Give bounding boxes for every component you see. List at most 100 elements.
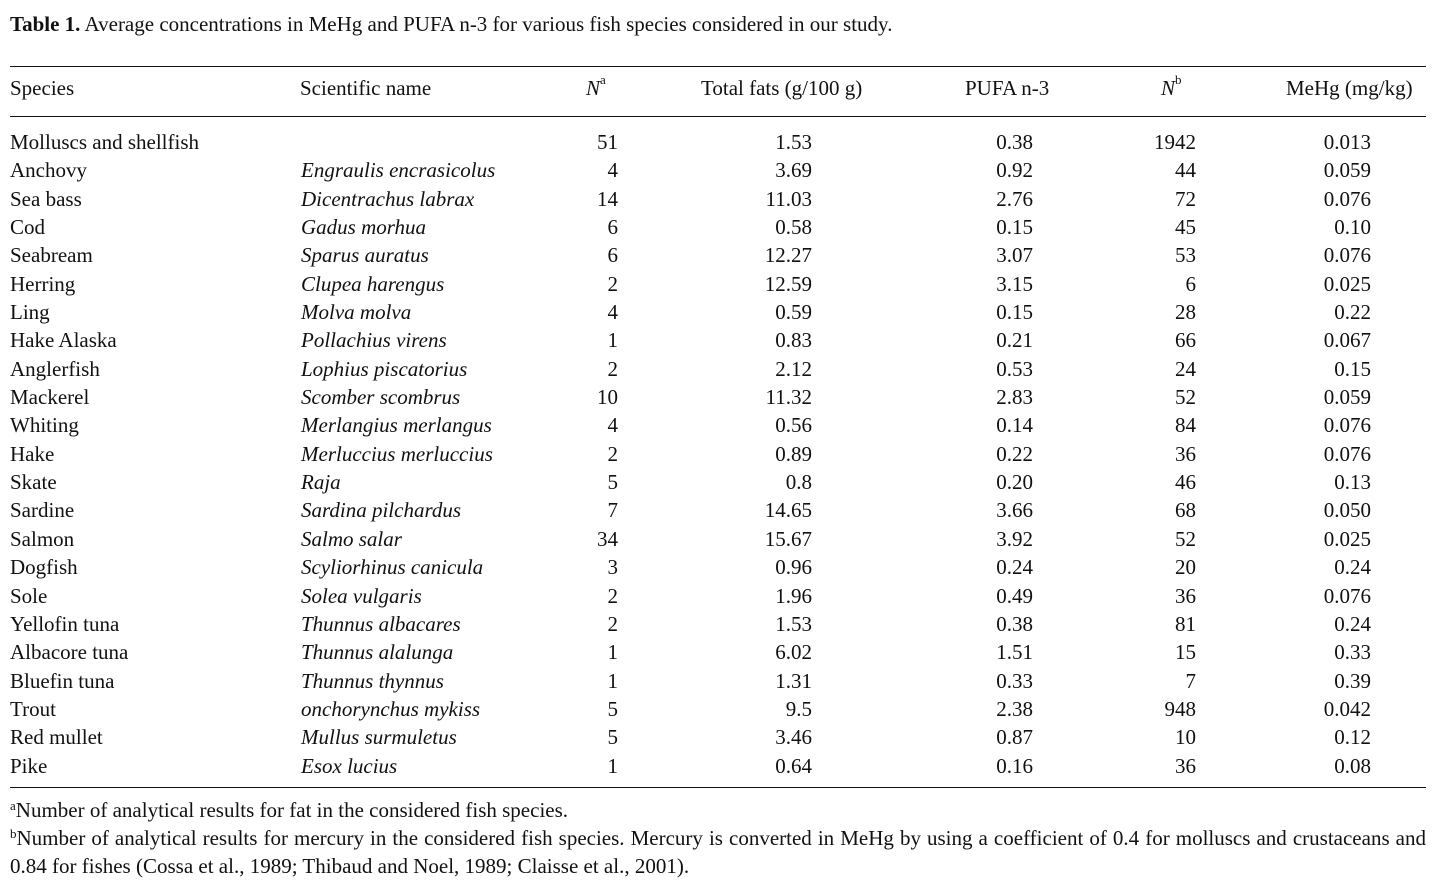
header-mehg: MeHg (mg/kg)	[1286, 76, 1413, 100]
cell-n-fat: 6	[607, 215, 619, 240]
cell-mehg: 0.067	[1323, 328, 1371, 353]
cell-n-fat: 1	[607, 640, 619, 665]
bottom-rule	[10, 787, 1426, 788]
cell-species: Whiting	[10, 413, 79, 438]
cell-species: Salmon	[10, 526, 75, 551]
cell-species: Hake	[10, 441, 55, 466]
cell-species: Red mullet	[10, 725, 103, 750]
cell-scientific-name: Dicentrachus labrax	[301, 186, 475, 211]
cell-n-mercury: 36	[1175, 441, 1196, 466]
table-caption-text: Average concentrations in MeHg and PUFA …	[84, 12, 893, 36]
cell-total-fats: 1.96	[775, 583, 812, 608]
table-row: Albacore tuna Thunnus alalunga 1 6.02 1.51 15…	[10, 638, 1426, 666]
cell-total-fats: 11.03	[765, 186, 812, 211]
table-row: Red mullet Mullus surmuletus 5 3.46 0.87 10 0.…	[10, 723, 1426, 751]
cell-total-fats: 14.65	[764, 498, 812, 523]
table-label: Table 1.	[10, 12, 81, 36]
header-n-fat: Na	[586, 72, 606, 101]
cell-n-mercury: 6	[1185, 271, 1197, 296]
table-row: Sea bass Dicentrachus labrax 14 11.03 2.76 72…	[10, 185, 1426, 213]
cell-pufa: 3.66	[996, 498, 1033, 523]
cell-scientific-name: Sardina pilchardus	[301, 498, 462, 523]
table-row: Seabream Sparus auratus 6 12.27 3.07 53 0.076	[10, 241, 1426, 269]
cell-species: Mackerel	[10, 385, 90, 410]
cell-species: Sole	[10, 583, 48, 608]
cell-total-fats: 12.59	[764, 271, 812, 296]
table-row: Yellofin tuna Thunnus albacares 2 1.53 0.38 8…	[10, 610, 1426, 638]
cell-mehg: 0.042	[1323, 696, 1371, 721]
cell-mehg: 0.24	[1334, 555, 1371, 580]
cell-scientific-name: Engraulis encrasicolus	[301, 158, 496, 183]
cell-n-fat: 1	[607, 668, 619, 693]
cell-mehg: 0.059	[1323, 385, 1371, 410]
cell-pufa: 0.22	[996, 441, 1033, 466]
cell-n-mercury: 44	[1175, 158, 1196, 183]
table-row: Trout onchorynchus mykiss 5 9.5 2.38 948 0.042	[10, 695, 1426, 723]
cell-total-fats: 15.67	[764, 526, 812, 551]
cell-n-mercury: 46	[1175, 470, 1196, 495]
cell-pufa: 0.20	[996, 470, 1033, 495]
footnote-b-text: Number of analytical results for mercury…	[10, 826, 1426, 878]
cell-total-fats: 3.46	[775, 725, 812, 750]
cell-total-fats: 12.27	[764, 243, 812, 268]
cell-mehg: 0.059	[1323, 158, 1371, 183]
table-row: Mackerel Scomber scombrus 10 11.32 2.83 52 0.0…	[10, 383, 1426, 411]
table-row: Anglerfish Lophius piscatorius 2 2.12 0.53 24…	[10, 355, 1426, 383]
cell-scientific-name: Clupea harengus	[301, 271, 445, 296]
cell-n-mercury: 68	[1175, 498, 1196, 523]
header-pufa: PUFA n-3	[965, 76, 1050, 100]
table-row: Molluscs and shellfish 51 1.53 0.38 1942 0.01…	[10, 128, 1426, 156]
header-n-fat-letter: N	[586, 76, 601, 100]
footnote-a-mark: a	[10, 798, 16, 813]
cell-species: Albacore tuna	[10, 640, 129, 665]
footnote-b-mark: b	[10, 826, 17, 841]
cell-n-mercury: 24	[1175, 356, 1196, 381]
cell-pufa: 0.16	[996, 753, 1033, 778]
cell-pufa: 0.33	[996, 668, 1033, 693]
cell-n-fat: 34	[597, 526, 618, 551]
cell-pufa: 1.51	[996, 640, 1033, 665]
table-header: Species Scientific name Na Total fats (g…	[10, 72, 1426, 106]
cell-n-fat: 2	[607, 356, 619, 381]
cell-species: Cod	[10, 215, 46, 240]
cell-mehg: 0.08	[1334, 753, 1371, 778]
cell-n-mercury: 948	[1164, 696, 1197, 721]
table-row: Sardine Sardina pilchardus 7 14.65 3.66 68 0.0…	[10, 496, 1426, 524]
cell-species: Dogfish	[10, 555, 78, 580]
cell-n-mercury: 15	[1175, 640, 1196, 665]
cell-scientific-name: Salmo salar	[301, 526, 402, 551]
header-n-mercury-letter: N	[1161, 76, 1176, 100]
header-rule	[10, 116, 1426, 117]
cell-mehg: 0.39	[1334, 668, 1371, 693]
table-row: Pike Esox lucius 1 0.64 0.16 36 0.08	[10, 752, 1426, 780]
cell-species: Anchovy	[10, 158, 87, 183]
cell-scientific-name: Sparus auratus	[301, 243, 429, 268]
cell-pufa: 0.24	[996, 555, 1033, 580]
cell-pufa: 0.92	[996, 158, 1033, 183]
table-caption: Table 1. Average concentrations in MeHg …	[10, 12, 892, 37]
cell-total-fats: 0.96	[775, 555, 812, 580]
cell-n-mercury: 53	[1175, 243, 1196, 268]
footnote-a-text: Number of analytical results for fat in …	[15, 798, 569, 822]
cell-total-fats: 1.31	[775, 668, 812, 693]
cell-total-fats: 1.53	[775, 130, 812, 154]
header-species: Species	[10, 76, 75, 100]
cell-scientific-name: Raja	[301, 470, 341, 495]
header-n-mercury: Nb	[1161, 72, 1182, 101]
cell-pufa: 3.15	[996, 271, 1033, 296]
cell-n-mercury: 36	[1175, 583, 1196, 608]
cell-mehg: 0.076	[1323, 583, 1371, 608]
cell-n-fat: 7	[607, 498, 619, 523]
cell-n-mercury: 1942	[1154, 130, 1196, 154]
cell-n-mercury: 45	[1175, 215, 1196, 240]
cell-pufa: 2.83	[996, 385, 1033, 410]
cell-scientific-name: Merluccius merluccius	[301, 441, 493, 466]
cell-n-fat: 4	[607, 158, 619, 183]
cell-mehg: 0.33	[1334, 640, 1371, 665]
cell-total-fats: 0.83	[775, 328, 812, 353]
cell-species: Pike	[10, 753, 48, 778]
cell-n-mercury: 52	[1175, 385, 1196, 410]
cell-n-fat: 14	[597, 186, 618, 211]
cell-scientific-name: Scyliorhinus canicula	[301, 555, 484, 580]
table-row: Cod Gadus morhua 6 0.58 0.15 45 0.10	[10, 213, 1426, 241]
